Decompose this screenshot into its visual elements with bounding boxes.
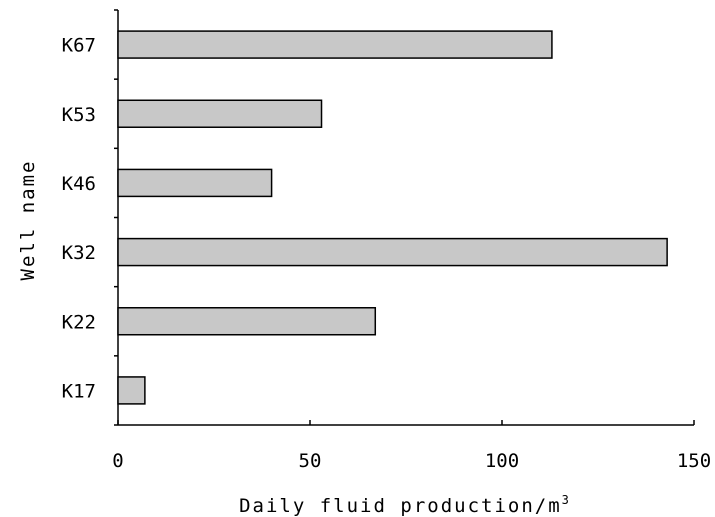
- x-tick-label: 150: [677, 450, 711, 472]
- bar-k53: [117, 99, 323, 128]
- y-tick-label-k17: K17: [62, 380, 96, 402]
- y-tick-label-k32: K32: [62, 242, 96, 264]
- bar-k32: [117, 237, 668, 267]
- y-tick-label-k22: K22: [62, 311, 96, 333]
- axes: [114, 9, 695, 426]
- y-tick-labels: K17 K22 K32 K46 K53 K67: [62, 35, 96, 403]
- x-axis-title-text: Daily fluid production/m: [239, 495, 562, 517]
- y-axis-title: Well name: [17, 160, 39, 281]
- bar-k67: [117, 30, 553, 59]
- y-tick-label-k67: K67: [62, 35, 96, 57]
- y-tick-label-k53: K53: [62, 104, 96, 126]
- x-tick-label: 50: [299, 450, 322, 472]
- x-tick-label: 100: [485, 450, 519, 472]
- bar-k22: [117, 307, 377, 336]
- y-tick-label-k46: K46: [62, 173, 96, 195]
- bar-k46: [117, 168, 273, 198]
- bars: [117, 30, 668, 405]
- x-axis-title-superscript: 3: [562, 493, 571, 507]
- x-axis-title: Daily fluid production/m3: [239, 493, 571, 517]
- bar-k17: [117, 376, 146, 405]
- x-tick-labels: 0 50 100 150: [112, 450, 711, 472]
- x-tick-label: 0: [112, 450, 123, 472]
